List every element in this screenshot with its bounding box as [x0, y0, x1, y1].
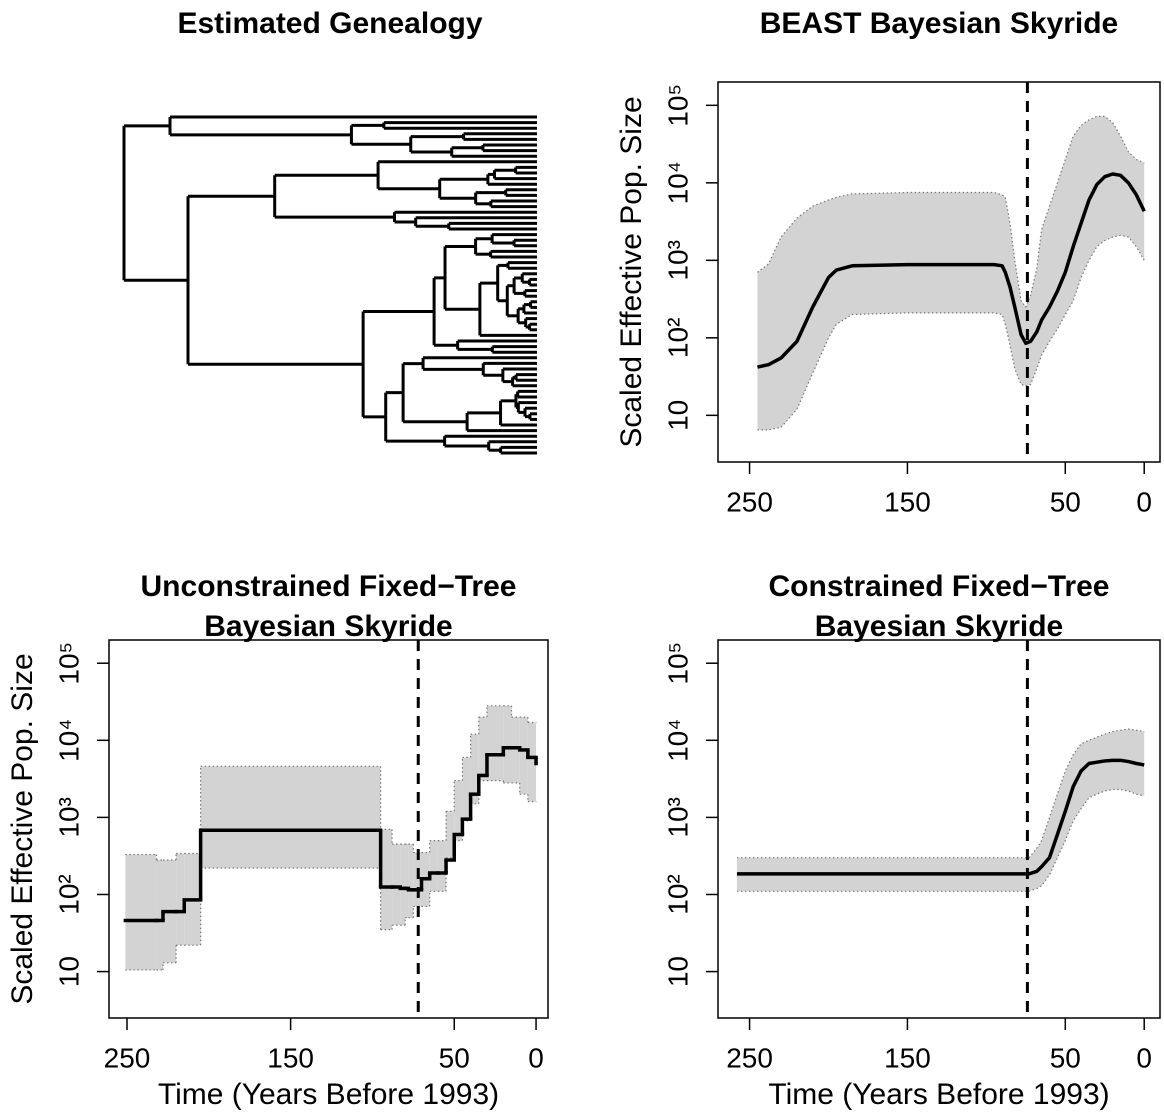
- x-tick-label: 50: [1050, 1042, 1081, 1073]
- x-tick-label: 50: [1050, 486, 1081, 517]
- x-tick-label: 150: [884, 486, 931, 517]
- band: [413, 852, 422, 907]
- band: [156, 860, 163, 970]
- y-tick-label: 10³: [53, 797, 84, 837]
- y-tick-label: 10: [662, 956, 693, 987]
- plot-frame: [717, 639, 1161, 1019]
- upper-bound: [757, 115, 1145, 309]
- x-tick-label: 150: [884, 1042, 931, 1073]
- band: [176, 853, 185, 946]
- band: [757, 116, 1145, 430]
- x-tick-label: 150: [267, 1042, 314, 1073]
- band: [380, 829, 393, 930]
- band: [454, 780, 463, 841]
- y-tick-label: 10²: [53, 874, 84, 914]
- x-tick-label: 50: [439, 1042, 470, 1073]
- lower-bound: [736, 788, 1145, 892]
- x-axis-label: Time (Years Before 1993): [768, 1078, 1109, 1111]
- x-axis-label: Time (Years Before 1993): [158, 1078, 499, 1111]
- lower-bound: [757, 234, 1145, 431]
- band: [736, 729, 1145, 892]
- band: [503, 705, 512, 783]
- chart-title: Bayesian Skyride: [204, 610, 452, 643]
- x-tick-label: 250: [726, 1042, 773, 1073]
- x-tick-label: 0: [1136, 486, 1152, 517]
- band: [125, 854, 157, 970]
- y-tick-label: 10⁵: [53, 642, 84, 685]
- median-line: [736, 758, 1145, 876]
- y-tick-label: 10⁴: [662, 719, 693, 762]
- band: [470, 734, 479, 804]
- band: [486, 705, 504, 781]
- chart-title: Bayesian Skyride: [815, 610, 1063, 643]
- band: [200, 766, 381, 869]
- band: [478, 717, 487, 781]
- y-tick-label: 10³: [662, 797, 693, 837]
- plot-frame: [717, 81, 1161, 463]
- x-tick-label: 250: [726, 486, 773, 517]
- band: [400, 844, 406, 926]
- y-tick-label: 10⁵: [662, 84, 693, 127]
- y-tick-label: 10³: [662, 240, 693, 280]
- band: [437, 840, 447, 892]
- chart-title: Unconstrained Fixed−Tree: [141, 570, 517, 603]
- band: [408, 844, 414, 918]
- band: [511, 717, 520, 783]
- chart-title: Constrained Fixed−Tree: [769, 570, 1110, 603]
- x-tick-label: 0: [528, 1042, 544, 1073]
- band: [462, 757, 471, 821]
- band: [527, 722, 537, 802]
- chart-title: BEAST Bayesian Skyride: [760, 7, 1119, 40]
- y-tick-label: 10: [53, 956, 84, 987]
- x-tick-label: 0: [1136, 1042, 1152, 1073]
- tree-title: Estimated Genealogy: [177, 7, 482, 40]
- band: [519, 717, 528, 795]
- y-tick-label: 10⁴: [662, 161, 693, 204]
- genealogy-tree: [122, 115, 537, 455]
- x-tick-label: 250: [104, 1042, 151, 1073]
- y-tick-label: 10²: [662, 874, 693, 914]
- y-tick-label: 10⁴: [53, 719, 84, 762]
- band: [405, 844, 409, 918]
- y-axis-label: Scaled Effective Pop. Size: [6, 653, 39, 1004]
- band: [446, 811, 455, 858]
- y-tick-label: 10²: [662, 318, 693, 358]
- y-axis-label: Scaled Effective Pop. Size: [615, 96, 648, 447]
- band: [429, 840, 438, 892]
- median-line: [757, 172, 1146, 369]
- y-tick-label: 10⁵: [662, 642, 693, 685]
- plot-frame: [108, 639, 549, 1019]
- band: [392, 844, 401, 926]
- y-tick-label: 10: [662, 400, 693, 431]
